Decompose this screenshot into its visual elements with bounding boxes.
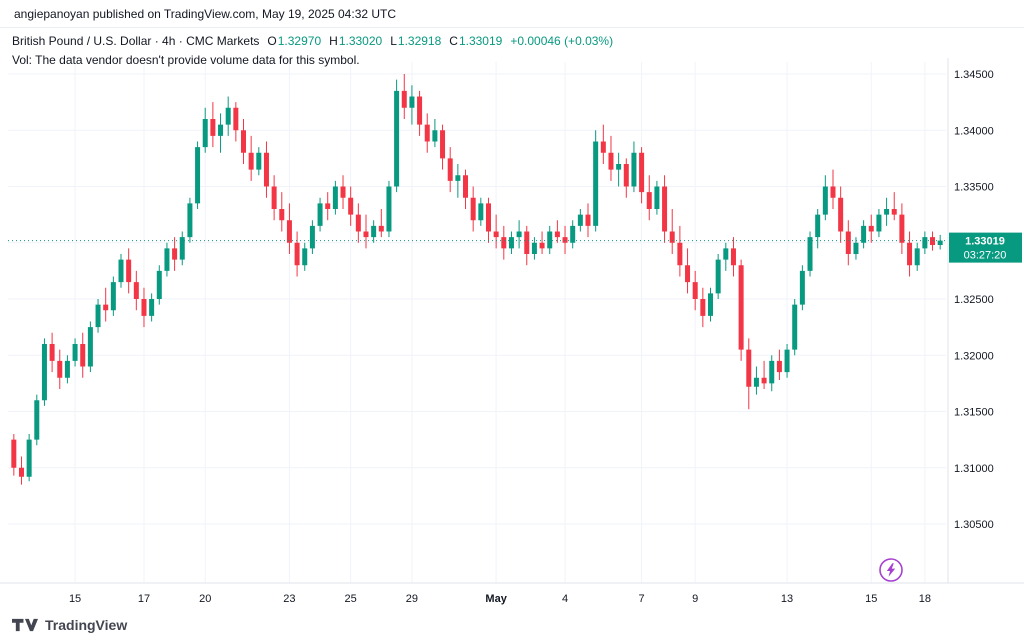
svg-text:17: 17 xyxy=(138,593,150,605)
chart-legend: British Pound / U.S. Dollar · 4h · CMC M… xyxy=(12,34,613,68)
symbol-title: British Pound / U.S. Dollar · 4h · CMC M… xyxy=(12,34,260,48)
svg-text:4: 4 xyxy=(562,593,568,605)
svg-text:1.30500: 1.30500 xyxy=(954,519,994,531)
svg-text:1.33500: 1.33500 xyxy=(954,182,994,194)
attribution-bar: angiepanoyan published on TradingView.co… xyxy=(0,0,1024,28)
lightning-icon xyxy=(879,558,903,582)
svg-text:1.34000: 1.34000 xyxy=(954,125,994,137)
low-label: L xyxy=(390,34,397,48)
svg-text:25: 25 xyxy=(345,593,357,605)
price-scale[interactable] xyxy=(948,28,1024,583)
attribution-text: angiepanoyan published on TradingView.co… xyxy=(14,6,397,21)
ohlc-close: C 1.33019 xyxy=(449,34,502,49)
ohlc-low: L 1.32918 xyxy=(390,34,441,49)
svg-text:29: 29 xyxy=(406,593,418,605)
high-value: 1.33020 xyxy=(338,34,383,48)
svg-text:9: 9 xyxy=(692,593,698,605)
svg-text:15: 15 xyxy=(69,593,81,605)
open-value: 1.32970 xyxy=(277,34,322,48)
price-change: +0.00046 (+0.03%) xyxy=(510,34,614,48)
time-scale[interactable] xyxy=(0,583,948,613)
svg-text:18: 18 xyxy=(919,593,931,605)
tradingview-logo-text: TradingView xyxy=(45,617,128,633)
tradingview-logo-icon xyxy=(12,618,38,632)
tradingview-logo[interactable]: TradingView xyxy=(12,617,127,633)
svg-text:1.31000: 1.31000 xyxy=(954,463,994,475)
svg-text:1.32000: 1.32000 xyxy=(954,350,994,362)
svg-text:20: 20 xyxy=(199,593,211,605)
ohlc-high: H 1.33020 xyxy=(329,34,382,49)
low-value: 1.32918 xyxy=(397,34,442,48)
lightning-button[interactable] xyxy=(877,556,905,584)
chart-card: British Pound / U.S. Dollar · 4h · CMC M… xyxy=(0,28,1024,641)
high-label: H xyxy=(329,34,338,48)
svg-text:1.34500: 1.34500 xyxy=(954,69,994,81)
open-label: O xyxy=(267,34,277,48)
svg-text:23: 23 xyxy=(283,593,295,605)
svg-text:15: 15 xyxy=(865,593,877,605)
svg-text:1.32500: 1.32500 xyxy=(954,294,994,306)
ohlc-open: O 1.32970 xyxy=(267,34,321,49)
volume-note: Vol: The data vendor doesn't provide vol… xyxy=(12,53,360,67)
svg-text:03:27:20: 03:27:20 xyxy=(964,250,1007,262)
close-value: 1.33019 xyxy=(458,34,503,48)
svg-text:13: 13 xyxy=(781,593,793,605)
svg-text:May: May xyxy=(485,593,507,605)
svg-text:1.31500: 1.31500 xyxy=(954,407,994,419)
close-label: C xyxy=(449,34,458,48)
svg-text:1.33019: 1.33019 xyxy=(965,236,1005,248)
symbol-row: British Pound / U.S. Dollar · 4h · CMC M… xyxy=(12,34,613,49)
candlestick-chart[interactable]: 1.345001.340001.335001.330001.325001.320… xyxy=(0,28,1024,641)
svg-text:7: 7 xyxy=(639,593,645,605)
